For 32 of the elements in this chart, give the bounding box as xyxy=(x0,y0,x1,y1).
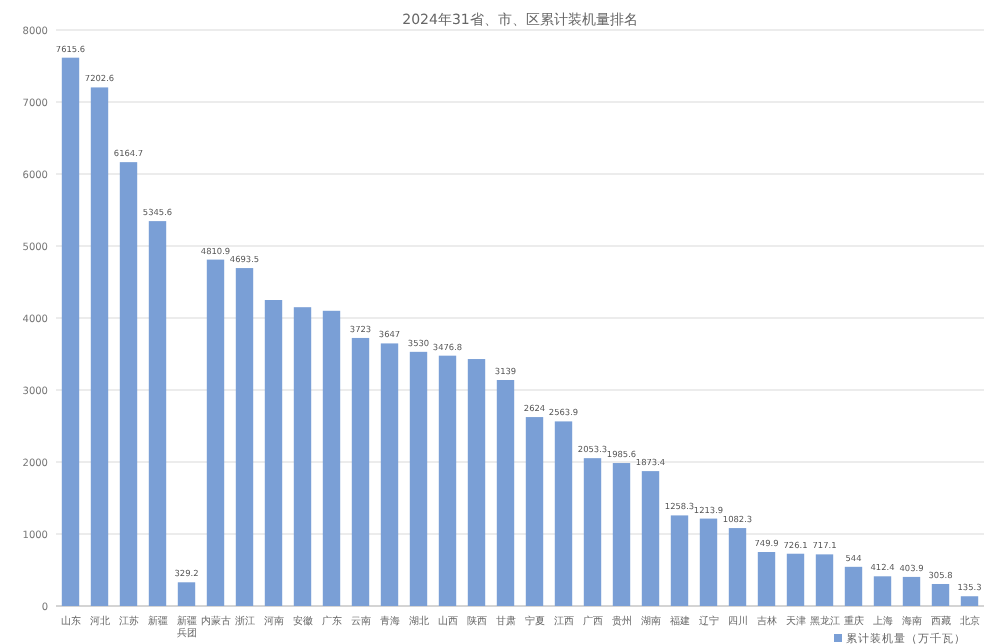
bar xyxy=(148,221,167,606)
bar xyxy=(670,515,689,606)
bar xyxy=(61,57,80,606)
bar xyxy=(206,259,225,606)
bar xyxy=(931,583,950,606)
bar xyxy=(757,552,776,606)
bar xyxy=(815,554,834,606)
bar xyxy=(351,337,370,606)
bar xyxy=(786,553,805,606)
bar xyxy=(525,417,544,606)
bar xyxy=(438,355,457,606)
bar xyxy=(264,300,283,606)
bar xyxy=(409,351,428,606)
bar xyxy=(90,87,109,606)
bar xyxy=(641,471,660,606)
bar xyxy=(235,268,254,606)
bar xyxy=(699,518,718,606)
bar xyxy=(322,310,341,606)
bar xyxy=(496,379,515,606)
bar xyxy=(612,463,631,606)
bar xyxy=(380,343,399,606)
bar xyxy=(177,582,196,606)
bar xyxy=(293,307,312,606)
bar xyxy=(844,566,863,606)
bar xyxy=(583,458,602,606)
bar xyxy=(960,596,979,606)
bar xyxy=(554,421,573,606)
bar xyxy=(119,162,138,606)
bar xyxy=(902,576,921,606)
bar xyxy=(873,576,892,606)
bar xyxy=(467,359,486,606)
bar xyxy=(728,528,747,606)
